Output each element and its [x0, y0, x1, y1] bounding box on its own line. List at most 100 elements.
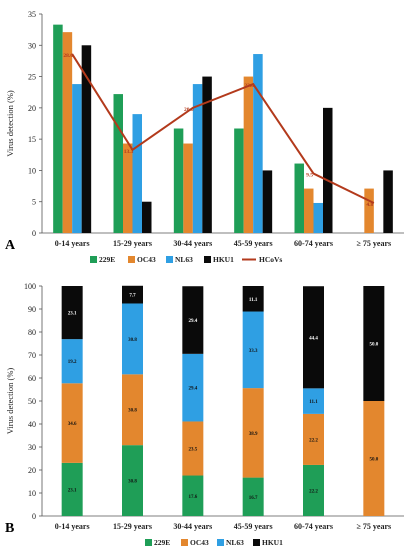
bar-oc43 [243, 76, 254, 233]
bar-hku1 [323, 107, 333, 233]
legend-swatch-229e [145, 539, 152, 546]
stack-segment-nl63 [182, 353, 204, 422]
y-tick-label: 20 [28, 466, 36, 475]
bar-oc43 [183, 143, 193, 233]
segment-label: 17.6 [188, 495, 197, 500]
stack-segment-229e [61, 462, 83, 516]
legend-label-oc43: OC43 [190, 538, 209, 547]
bar-hku1 [81, 45, 92, 234]
bar-229e [234, 128, 244, 233]
bar-nl63 [132, 114, 142, 233]
segment-label: 22.2 [309, 489, 318, 494]
segment-label: 22.2 [309, 438, 318, 443]
legend-swatch-oc43 [128, 256, 135, 263]
stack-segment-oc43 [61, 383, 83, 463]
segment-label: 7.7 [129, 294, 136, 299]
stack-segment-oc43 [182, 421, 204, 476]
stack-segment-229e [303, 464, 324, 516]
segment-label: 34.6 [68, 422, 77, 427]
y-tick-label: 30 [28, 443, 36, 452]
y-tick-label: 0 [32, 229, 36, 238]
stack-segment-hku1 [182, 286, 204, 354]
bar-oc43 [304, 188, 314, 233]
segment-label: 23.1 [68, 488, 77, 493]
stack-segment-oc43 [242, 388, 264, 478]
stack-segment-nl63 [122, 303, 143, 375]
segment-label: 44.4 [309, 336, 318, 341]
x-tick-label: 0-14 years [55, 239, 90, 248]
segment-label: 50.0 [369, 458, 378, 463]
segment-label: 38.9 [249, 432, 258, 437]
bar-229e [53, 24, 63, 233]
x-tick-label: 15-29 years [113, 239, 152, 248]
panel-a-chart: 0 5 10 15 20 25 30 35 Virus detection (%) 0-14 ye… [5, 10, 404, 264]
hcovs-point-label: 28.6 [63, 53, 73, 59]
legend-label-229e: 229E [99, 255, 115, 264]
legend-label-229e: 229E [154, 538, 170, 547]
y-tick-label: 70 [28, 351, 36, 360]
hcovs-point-label: 20.0 [184, 107, 194, 113]
y-tick-label: 25 [28, 73, 36, 82]
x-tick-label: 0-14 years [55, 522, 90, 531]
x-tick-label: ≥ 75 years [357, 239, 392, 248]
stack-segment-nl63 [303, 388, 324, 414]
x-tick-label: 45-59 years [234, 239, 273, 248]
segment-label: 50.0 [369, 343, 378, 348]
panel-b-chart: 0 10 20 30 40 50 60 70 80 90 100 Virus detection (%… [5, 282, 404, 547]
y-tick-label: 0 [32, 512, 36, 521]
hcovs-point-label: 23.8 [244, 83, 254, 89]
bar-hku1 [262, 170, 273, 233]
legend-swatch-nl63 [217, 539, 224, 546]
stack-segment-oc43 [303, 413, 324, 465]
bar-oc43 [62, 32, 73, 233]
x-tick-label: 60-74 years [294, 239, 333, 248]
y-tick-label: 10 [28, 489, 36, 498]
bar-229e [294, 163, 304, 233]
x-tick-label: 15-29 years [113, 522, 152, 531]
legend-label-hku1: HKU1 [262, 538, 283, 547]
y-tick-label: 5 [32, 198, 36, 207]
legend-swatch-nl63 [166, 256, 173, 263]
stack-segment-hku1 [363, 286, 385, 401]
legend-swatch-hku1 [204, 256, 211, 263]
stack-segment-hku1 [303, 286, 324, 389]
legend-swatch-hku1 [253, 539, 260, 546]
x-tick-label: 60-74 years [294, 522, 333, 531]
hcovs-point-label: 13.3 [124, 149, 134, 155]
panel-letter-b: B [5, 521, 14, 536]
stack-segment-hku1 [122, 285, 143, 304]
y-axis-title: Virus detection (%) [5, 90, 15, 157]
x-tick-label: ≥ 75 years [357, 522, 392, 531]
y-axis-title: Virus detection (%) [5, 368, 15, 435]
y-tick-label: 50 [28, 397, 36, 406]
stack-segment-nl63 [61, 339, 83, 384]
legend-label-hcovs: HCoVs [259, 255, 282, 264]
stack-segment-oc43 [363, 401, 385, 516]
bar-229e [113, 94, 123, 233]
segment-label: 11.1 [309, 400, 318, 405]
stack-segment-229e [122, 445, 143, 516]
y-tick-label: 10 [28, 166, 36, 175]
bar-oc43 [123, 143, 133, 233]
legend-label-nl63: NL63 [175, 255, 193, 264]
hcovs-point-label: 4.8 [366, 202, 373, 208]
bar-nl63 [192, 84, 203, 233]
y-tick-label: 35 [28, 10, 36, 19]
bar-nl63 [72, 84, 82, 233]
stack-segment-229e [182, 475, 204, 516]
bar-229e [173, 128, 184, 233]
segment-label: 23.1 [68, 312, 77, 317]
segment-label: 16.7 [249, 496, 258, 501]
y-tick-label: 100 [24, 282, 36, 291]
bar-oc43 [364, 188, 374, 233]
bar-nl63 [253, 54, 263, 233]
stack-segment-hku1 [61, 286, 83, 340]
legend-swatch-oc43 [181, 539, 188, 546]
segment-label: 29.4 [188, 319, 197, 324]
y-tick-label: 60 [28, 374, 36, 383]
y-tick-label: 15 [28, 135, 36, 144]
bar-hku1 [383, 170, 393, 233]
y-tick-label: 20 [28, 104, 36, 113]
y-tick-label: 30 [28, 41, 36, 50]
